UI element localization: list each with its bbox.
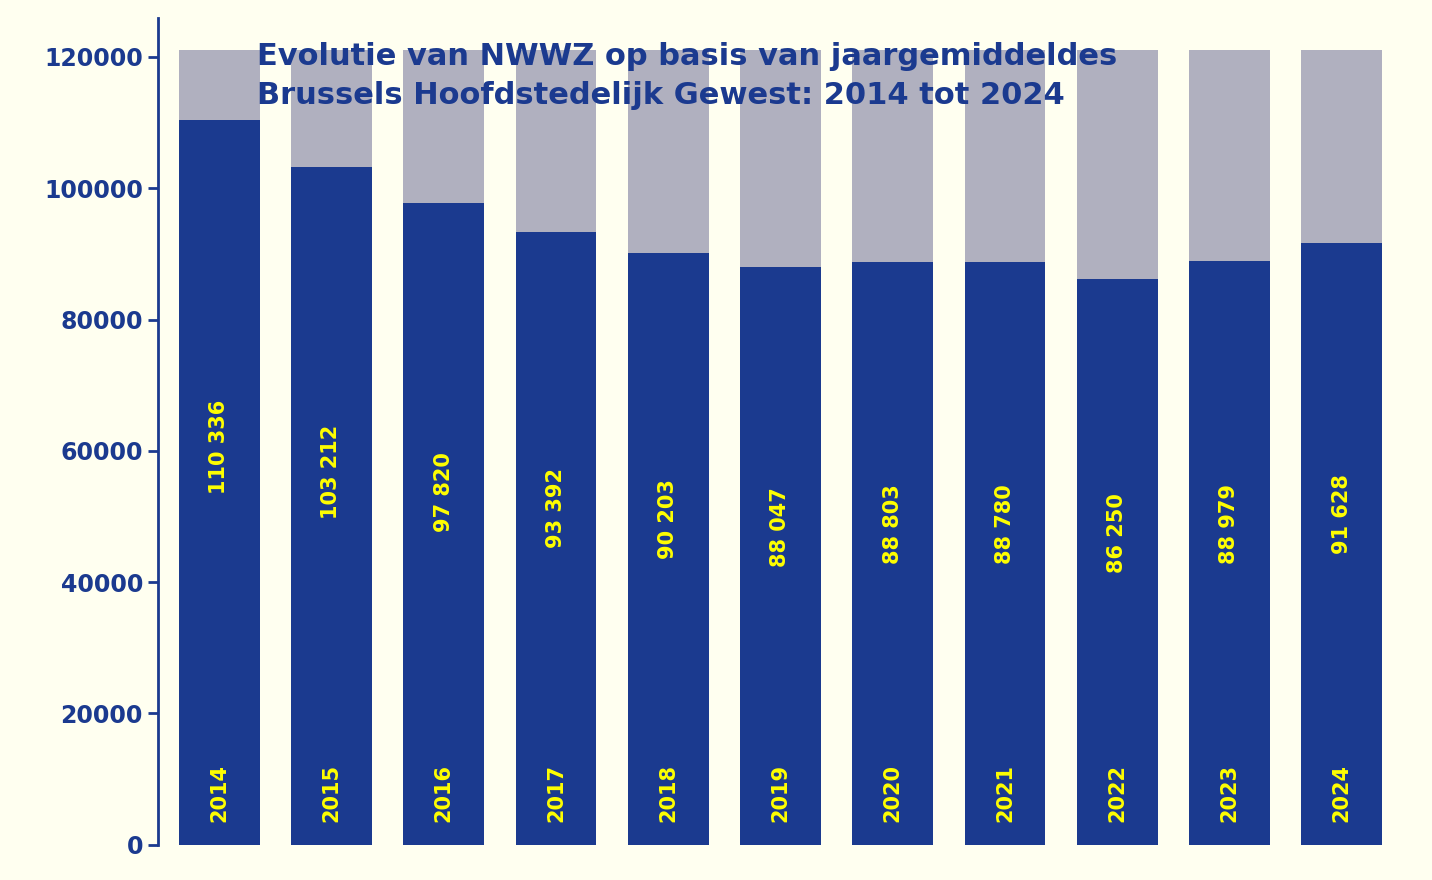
Bar (291, 50, 372, 167)
Text: 2019: 2019 (770, 764, 790, 822)
Text: 97 820: 97 820 (434, 451, 454, 532)
Bar (965, 50, 1045, 262)
Bar (740, 267, 821, 845)
Bar (965, 262, 1045, 845)
Text: 93 392: 93 392 (546, 467, 566, 547)
Bar (1302, 50, 1382, 243)
Bar (516, 50, 596, 231)
Text: 103 212: 103 212 (322, 425, 341, 519)
Text: 91 628: 91 628 (1332, 474, 1352, 554)
Text: 88 803: 88 803 (882, 484, 902, 564)
Text: 2024: 2024 (1332, 764, 1352, 822)
Text: 2018: 2018 (659, 764, 679, 822)
Bar (627, 50, 709, 253)
Text: 88 780: 88 780 (995, 484, 1015, 564)
Text: 2017: 2017 (546, 764, 566, 822)
Bar (627, 253, 709, 845)
Bar (852, 50, 934, 262)
Bar (1077, 50, 1157, 279)
Text: 110 336: 110 336 (209, 400, 229, 494)
Bar (516, 231, 596, 845)
Text: 2020: 2020 (882, 764, 902, 822)
Bar (1189, 50, 1270, 260)
Bar (1189, 260, 1270, 845)
Bar (404, 50, 484, 202)
Text: 88 979: 88 979 (1220, 483, 1239, 563)
Bar (1077, 279, 1157, 845)
Text: Evolutie van NWWZ op basis van jaargemiddeldes
Brussels Hoofdstedelijk Gewest: 2: Evolutie van NWWZ op basis van jaargemid… (258, 42, 1117, 110)
Text: 86 250: 86 250 (1107, 494, 1127, 573)
Bar (404, 202, 484, 845)
Text: 2015: 2015 (322, 764, 341, 822)
Bar (179, 50, 259, 121)
Text: 88 047: 88 047 (770, 487, 790, 567)
Bar (179, 121, 259, 845)
Text: 90 203: 90 203 (659, 479, 679, 559)
Text: 2016: 2016 (434, 764, 454, 822)
Bar (1302, 243, 1382, 845)
Bar (740, 50, 821, 267)
Text: 2021: 2021 (995, 764, 1015, 822)
Text: 2023: 2023 (1220, 764, 1239, 822)
Text: 2014: 2014 (209, 764, 229, 822)
Bar (291, 167, 372, 845)
Bar (852, 262, 934, 845)
Text: 2022: 2022 (1107, 764, 1127, 822)
